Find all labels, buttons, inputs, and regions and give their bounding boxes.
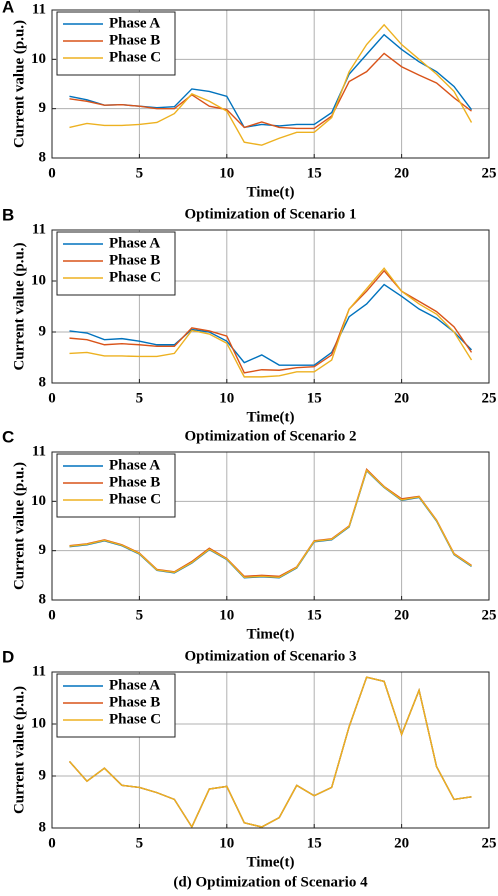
y-axis-label: Current value (p.u.) bbox=[11, 20, 27, 148]
legend-label: Phase B bbox=[109, 32, 160, 48]
y-axis-label: Current value (p.u.) bbox=[11, 686, 27, 814]
legend-box bbox=[56, 673, 176, 738]
y-axis-label: Current value (p.u.) bbox=[11, 242, 27, 370]
y-tick-label: 10 bbox=[31, 493, 46, 509]
x-tick-label: 25 bbox=[482, 607, 497, 623]
caption: (d) Optimization of Scenario 4 bbox=[173, 874, 368, 890]
y-tick-label: 11 bbox=[32, 1, 46, 17]
x-tick-label: 5 bbox=[136, 835, 144, 851]
y-tick-label: 9 bbox=[39, 100, 47, 116]
panel-label: D bbox=[2, 647, 14, 666]
axes-frame bbox=[51, 451, 490, 601]
chart-title: Optimization of Scenario 1 bbox=[184, 206, 356, 222]
x-tick-label: 5 bbox=[136, 390, 144, 406]
series-line bbox=[69, 468, 472, 579]
x-tick-label: 20 bbox=[394, 165, 409, 181]
series-line bbox=[69, 52, 472, 130]
x-tick-label: 10 bbox=[219, 390, 234, 406]
x-tick-label: 25 bbox=[482, 165, 497, 181]
y-tick-label: 11 bbox=[32, 663, 46, 679]
x-tick-label: 15 bbox=[307, 607, 322, 623]
y-tick-label: 9 bbox=[39, 542, 47, 558]
legend-label: Phase C bbox=[109, 711, 161, 727]
panel-label: A bbox=[2, 0, 14, 16]
series-line bbox=[69, 267, 473, 378]
legend-label: Phase B bbox=[109, 474, 160, 490]
series-line bbox=[69, 23, 473, 146]
panel-label: C bbox=[2, 427, 14, 446]
x-tick-label: 0 bbox=[48, 607, 56, 623]
x-tick-label: 15 bbox=[307, 165, 322, 181]
legend-label: Phase B bbox=[109, 694, 160, 710]
legend-label: Phase A bbox=[109, 677, 160, 693]
x-tick-label: 0 bbox=[48, 835, 56, 851]
x-tick-label: 15 bbox=[307, 835, 322, 851]
legend-label: Phase A bbox=[109, 457, 160, 473]
y-axis-label: Current value (p.u.) bbox=[11, 462, 27, 590]
x-tick-label: 0 bbox=[48, 165, 56, 181]
x-tick-label: 10 bbox=[219, 165, 234, 181]
y-tick-label: 8 bbox=[39, 149, 47, 165]
y-tick-label: 9 bbox=[39, 767, 47, 783]
y-tick-label: 8 bbox=[39, 819, 47, 835]
y-tick-label: 10 bbox=[31, 715, 46, 731]
legend-label: Phase B bbox=[109, 252, 160, 268]
axes-frame bbox=[51, 671, 490, 829]
x-tick-label: 0 bbox=[48, 390, 56, 406]
x-axis-label: Time(t) bbox=[246, 409, 294, 425]
y-tick-label: 8 bbox=[39, 591, 47, 607]
axes-frame bbox=[51, 229, 490, 384]
axes-frame bbox=[51, 9, 490, 159]
legend-label: Phase C bbox=[109, 269, 161, 285]
x-axis-label: Time(t) bbox=[246, 854, 294, 870]
y-tick-label: 11 bbox=[32, 221, 46, 237]
y-tick-label: 10 bbox=[31, 51, 46, 67]
y-tick-label: 9 bbox=[39, 323, 47, 339]
x-axis-label: Time(t) bbox=[246, 626, 294, 642]
x-axis-label: Time(t) bbox=[246, 184, 294, 200]
legend-box bbox=[56, 231, 176, 296]
x-tick-label: 5 bbox=[136, 165, 144, 181]
legend-label: Phase A bbox=[109, 15, 160, 31]
y-tick-label: 10 bbox=[31, 272, 46, 288]
legend-label: Phase A bbox=[109, 235, 160, 251]
series-line bbox=[69, 283, 473, 366]
x-tick-label: 25 bbox=[482, 835, 497, 851]
series-line bbox=[68, 676, 472, 829]
panel-label: B bbox=[2, 205, 14, 224]
x-tick-label: 20 bbox=[394, 607, 409, 623]
x-tick-label: 15 bbox=[307, 390, 322, 406]
y-tick-label: 11 bbox=[32, 443, 46, 459]
legend-box bbox=[56, 11, 176, 76]
chart-title: Optimization of Scenario 3 bbox=[184, 648, 356, 664]
y-tick-label: 8 bbox=[39, 374, 47, 390]
x-tick-label: 5 bbox=[136, 607, 144, 623]
x-tick-label: 10 bbox=[219, 607, 234, 623]
chart-title: Optimization of Scenario 2 bbox=[184, 428, 356, 444]
x-tick-label: 25 bbox=[482, 390, 497, 406]
x-tick-label: 10 bbox=[219, 835, 234, 851]
legend-box bbox=[56, 453, 176, 518]
x-tick-label: 20 bbox=[394, 390, 409, 406]
legend-label: Phase C bbox=[109, 49, 161, 65]
x-tick-label: 20 bbox=[394, 835, 409, 851]
legend-label: Phase C bbox=[109, 491, 161, 507]
